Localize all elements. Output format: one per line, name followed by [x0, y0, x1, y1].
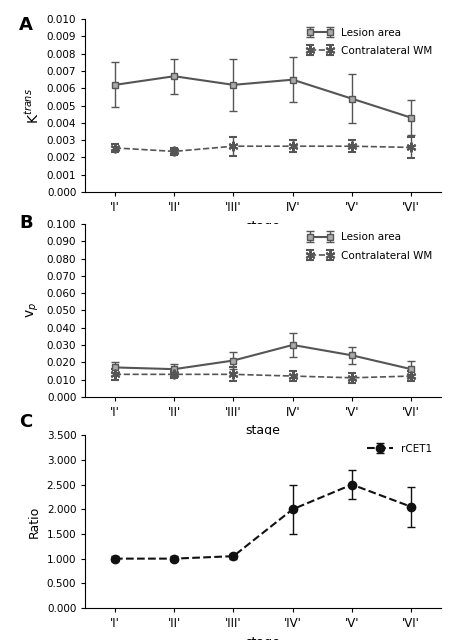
- X-axis label: stage: stage: [246, 424, 281, 437]
- Text: B: B: [19, 214, 33, 232]
- Y-axis label: Ratio: Ratio: [28, 506, 41, 538]
- X-axis label: stage: stage: [246, 636, 281, 640]
- Y-axis label: v$_p$: v$_p$: [25, 302, 41, 319]
- Legend: rCET1: rCET1: [364, 440, 436, 457]
- Y-axis label: K$^{trans}$: K$^{trans}$: [24, 88, 41, 124]
- Text: A: A: [19, 16, 33, 34]
- Legend: Lesion area, Contralateral WM: Lesion area, Contralateral WM: [304, 24, 436, 59]
- Legend: Lesion area, Contralateral WM: Lesion area, Contralateral WM: [304, 229, 436, 264]
- X-axis label: stage: stage: [246, 220, 281, 232]
- Text: C: C: [19, 413, 32, 431]
